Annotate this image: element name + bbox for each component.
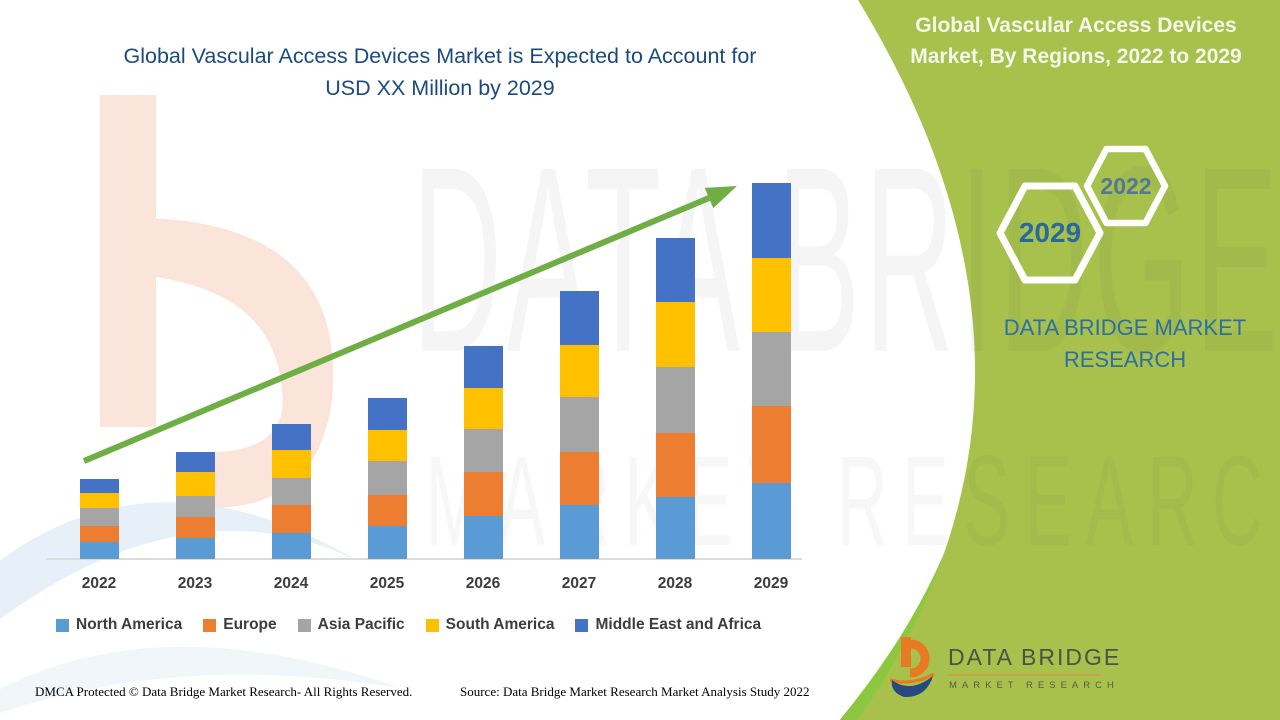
hexagon-badge-2022: 2022 bbox=[1083, 145, 1169, 227]
side-panel-heading-line2: Market, By Regions, 2022 to 2029 bbox=[910, 45, 1242, 69]
logo-wordmark: DATA BRIDGE bbox=[948, 644, 1122, 670]
brand-text: DATA BRIDGE MARKET RESEARCH bbox=[985, 312, 1265, 376]
legend-item-asia-pacific: Asia Pacific bbox=[297, 616, 405, 634]
legend-item-middle-east-and-africa: Middle East and Africa bbox=[575, 616, 761, 634]
legend-swatch-icon bbox=[56, 618, 69, 632]
side-panel-heading: Global Vascular Access Devices Market, B… bbox=[880, 10, 1272, 72]
footer-source-text: Source: Data Bridge Market Research Mark… bbox=[460, 684, 810, 699]
logo-subtitle: MARKET RESEARCH bbox=[949, 680, 1119, 691]
hexagon-badges: 2022 2029 bbox=[996, 145, 1169, 284]
brand-text-line1: DATA BRIDGE MARKET bbox=[1003, 315, 1247, 340]
hexagon-badge-2029-label: 2029 bbox=[1019, 217, 1081, 248]
chart-title-line2: USD XX Million by 2029 bbox=[325, 76, 555, 101]
legend-swatch-icon bbox=[297, 618, 311, 632]
legend-label: South America bbox=[445, 616, 555, 633]
data-bridge-logo-icon bbox=[889, 637, 935, 698]
chart-title: Global Vascular Access Devices Market is… bbox=[60, 40, 820, 105]
x-axis-line bbox=[46, 558, 802, 560]
legend-label: Asia Pacific bbox=[317, 616, 405, 633]
legend-swatch-icon bbox=[425, 618, 439, 632]
legend-item-south-america: South America bbox=[425, 616, 555, 634]
side-panel-heading-line1: Global Vascular Access Devices bbox=[915, 14, 1237, 37]
legend-item-north-america: North America bbox=[56, 616, 182, 634]
logo-underline bbox=[948, 674, 1100, 676]
legend-item-europe: Europe bbox=[203, 616, 277, 634]
hexagon-badge-2022-label: 2022 bbox=[1100, 173, 1151, 199]
legend-label: North America bbox=[76, 616, 183, 633]
legend-swatch-icon bbox=[203, 618, 217, 632]
legend-swatch-icon bbox=[575, 618, 589, 632]
chart-legend: North America Europe Asia Pacific South Ame… bbox=[56, 616, 761, 634]
footer-dmca-text: DMCA Protected © Data Bridge Market Rese… bbox=[35, 684, 413, 699]
brand-text-line2: RESEARCH bbox=[1063, 346, 1187, 372]
hexagon-badge-2029: 2029 bbox=[996, 182, 1104, 284]
legend-label: Europe bbox=[223, 616, 277, 633]
chart-title-line1: Global Vascular Access Devices Market is… bbox=[123, 44, 757, 68]
legend-label: Middle East and Africa bbox=[595, 616, 762, 633]
